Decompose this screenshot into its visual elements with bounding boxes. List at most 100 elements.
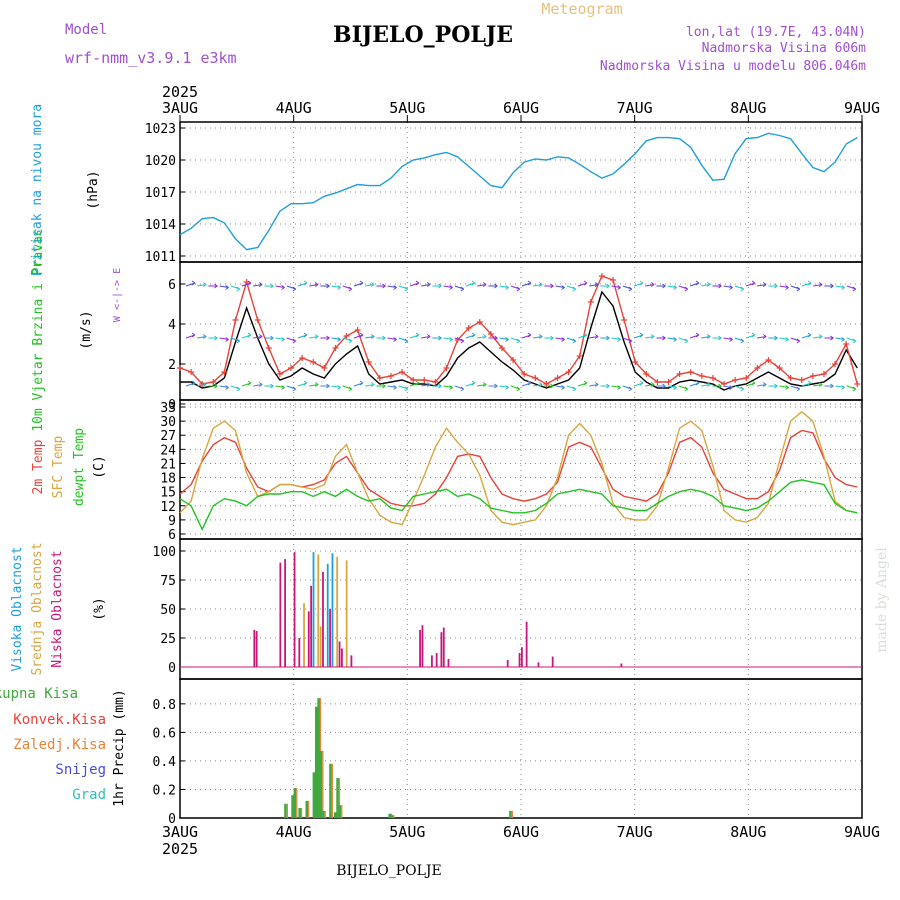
wind-arrow [286,337,297,344]
wind-arrow [667,385,677,390]
wind-arrow [185,332,196,339]
panel-0: 1011 1014 1017 1020 1023 [145,121,863,265]
wind-arrow [432,383,442,389]
wind-arrow [230,285,241,292]
wind-arrow [376,383,386,389]
wind-arrow [633,380,644,387]
bar-frz [331,763,333,818]
gust-mark [432,379,439,385]
gust-mark [199,381,206,387]
gust-mark [510,357,517,363]
wind-arrow [757,334,767,339]
wind-arrow [577,280,588,287]
gust-mark [387,373,394,379]
wind-arrow [533,334,543,339]
wind-arrow [757,382,767,387]
wind-arrow [443,285,453,290]
wind-arrow [824,283,834,289]
temp-unit: (C) [92,455,107,478]
wind-arrow [353,380,364,387]
gust-mark [521,371,528,377]
wind-arrow [600,383,610,389]
bar-frz [286,803,288,818]
bar [388,813,391,818]
gust-mark [532,375,539,381]
x-tick-label-top: 5AUG [389,99,425,117]
bar [331,553,334,667]
temp-title: 2m Temp SFC Temp dewpt Temp (C) [31,428,107,506]
y-tick-label: 15 [160,486,176,501]
wind-arrow [533,282,543,287]
bar [506,660,509,667]
wind-arrow [241,380,252,387]
wind-arrow [768,383,778,389]
wind-arrow [488,335,498,341]
bar [431,655,433,667]
wind-arrow [409,280,420,287]
wind-arrow [689,280,700,287]
pressure-unit: (hPa) [86,170,101,209]
wind-arrow [454,337,465,344]
y-tick-label: 4 [168,318,176,333]
wind-arrow [432,335,442,341]
cloud-unit: (%) [92,597,107,620]
wind-arrow [477,282,487,287]
wind-arrow [745,380,756,387]
gust-mark [576,353,583,359]
bar [305,800,309,818]
wind-arrow [465,380,476,387]
gust-mark [698,373,705,379]
bar-frz [322,750,324,818]
wind-arrow [320,283,330,289]
gust-mark [210,379,217,385]
wind-arrow [678,285,689,292]
wind-arrow [219,337,229,342]
bar [435,653,438,667]
wind-arrow [622,285,633,292]
x-axis-top: 3AUG 4AUG 5AUG 6AUG 7AUG 8AUG 9AUG [162,99,880,122]
station-title: BIJELO_POLJE [333,22,513,48]
wind-arrow [331,285,341,290]
y-tick-label: 12 [160,500,176,515]
wind-arrow [645,282,655,287]
wind-title: 10m Vjetar Brzina i Pravac (m/s) W <-|->… [31,228,123,432]
wind-arrow [689,332,700,339]
gust-mark [687,369,694,375]
wind-arrow [353,280,364,287]
wind-arrow [253,382,263,387]
wind-arrow [521,332,532,339]
pressure-title: Pritisak na nivou mora (hPa) [30,104,101,276]
wind-arrow [768,283,778,289]
wind-arrow [510,337,521,344]
x-tick-label-bottom: 9AUG [844,823,880,841]
wind-arrow [779,385,789,390]
bar [312,552,315,667]
y-tick-label: 0 [168,398,176,413]
wind-arrow [219,285,229,290]
bar [333,812,337,818]
bar-frz [341,805,343,818]
wind-arrow [342,385,353,392]
bar [440,632,443,667]
wind-arrow [320,335,330,341]
y-tick-label: 27 [160,429,176,444]
bar [293,552,296,667]
precip-total-label: Ukupna Kisa [0,686,78,702]
wind-arrow [622,337,633,344]
gust-mark [276,371,283,377]
bar [284,803,287,818]
wind-arrow [387,285,397,290]
bar [336,778,339,818]
bar [551,656,554,667]
gust-mark [265,345,272,351]
wind-arrow [622,385,633,392]
wind-arrow [846,285,857,292]
wind-arrow [297,280,308,287]
gust-mark [321,365,328,371]
wind-arrow [633,280,644,287]
gust-mark [310,359,317,365]
wind-arrow [387,337,397,342]
bar [298,638,301,667]
wind-arrow [219,385,229,390]
wind-arrow [678,385,689,392]
